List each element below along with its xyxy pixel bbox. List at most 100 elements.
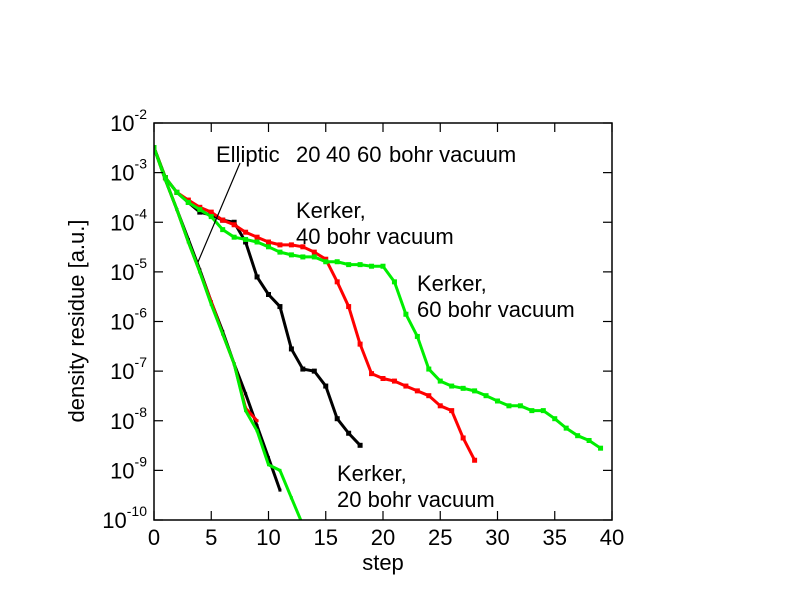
data-point	[243, 236, 249, 242]
data-point	[267, 456, 270, 460]
data-point	[369, 371, 375, 377]
data-point	[323, 259, 329, 265]
data-point	[300, 366, 306, 372]
data-point	[232, 362, 236, 366]
data-point	[563, 425, 569, 431]
data-point	[495, 398, 500, 404]
data-point	[198, 270, 202, 274]
x-tick-label: 10	[256, 525, 280, 550]
data-point	[311, 254, 317, 260]
data-point	[357, 442, 363, 448]
data-point	[357, 341, 363, 347]
data-point	[472, 457, 478, 463]
data-point	[288, 346, 294, 352]
y-tick-label: 10	[110, 409, 134, 434]
annotation: 40	[326, 142, 350, 167]
x-tick-label: 20	[371, 525, 395, 550]
data-point	[552, 416, 558, 422]
data-point	[244, 392, 248, 396]
y-tick-exponent: -3	[135, 156, 148, 172]
data-point	[311, 368, 317, 374]
data-point	[266, 244, 271, 250]
data-point	[540, 408, 546, 414]
data-point	[380, 376, 386, 382]
data-point	[175, 208, 179, 212]
data-point	[197, 209, 203, 215]
data-point	[334, 279, 340, 285]
data-point	[186, 240, 190, 244]
data-point	[311, 249, 317, 255]
data-point	[289, 496, 293, 500]
data-point	[346, 430, 352, 436]
data-point	[575, 433, 581, 439]
x-tick-label: 0	[148, 525, 160, 550]
y-tick-exponent: -8	[135, 404, 148, 420]
x-tick-label: 30	[485, 525, 509, 550]
data-point	[414, 388, 420, 394]
data-point	[266, 292, 271, 298]
annotation: bohr vacuum	[389, 142, 516, 167]
data-point	[334, 259, 340, 265]
y-tick-label: 10	[102, 508, 126, 533]
y-tick-label: 10	[110, 359, 134, 384]
data-point	[243, 229, 249, 235]
plot-area	[154, 145, 604, 520]
y-tick-exponent: -5	[135, 255, 148, 271]
data-point	[221, 332, 225, 336]
y-tick-label: 10	[110, 458, 134, 483]
data-point	[460, 435, 466, 441]
annotation: 60	[357, 142, 381, 167]
y-tick-exponent: -7	[135, 354, 148, 370]
x-tick-label: 5	[205, 525, 217, 550]
data-point	[472, 388, 478, 394]
annotation: Kerker,	[296, 198, 366, 223]
annotation: 40 bohr vacuum	[296, 224, 454, 249]
data-point	[403, 383, 409, 389]
y-tick-exponent: -2	[135, 106, 148, 122]
data-point	[346, 262, 352, 268]
x-tick-label: 25	[428, 525, 452, 550]
data-point	[529, 408, 535, 414]
y-tick-exponent: -6	[135, 305, 148, 321]
data-point	[208, 214, 214, 220]
data-point	[483, 393, 489, 399]
data-point	[244, 409, 248, 413]
y-tick-label: 10	[110, 260, 134, 285]
data-point	[288, 242, 294, 248]
data-point	[426, 393, 432, 399]
annotation: Kerker,	[417, 271, 487, 296]
data-point	[414, 333, 420, 339]
data-point	[266, 239, 271, 245]
data-point	[357, 262, 363, 268]
data-point	[220, 217, 226, 223]
data-point	[220, 227, 226, 233]
data-point	[403, 311, 409, 317]
data-point	[598, 445, 604, 451]
annotation: 20	[296, 142, 320, 167]
y-tick-exponent: -10	[127, 503, 147, 519]
data-point	[391, 378, 397, 384]
data-point	[208, 209, 214, 215]
data-point	[449, 408, 455, 414]
data-point	[517, 403, 523, 409]
y-tick-label: 10	[110, 210, 134, 235]
y-tick-exponent: -9	[135, 453, 148, 469]
annotation: Kerker,	[337, 461, 407, 486]
data-point	[231, 219, 237, 225]
data-point	[437, 378, 443, 384]
data-point	[426, 366, 432, 372]
annotation: 20 bohr vacuum	[337, 487, 495, 512]
data-point	[174, 189, 180, 195]
data-point	[437, 403, 443, 409]
pointer-line	[197, 162, 241, 263]
data-point	[255, 419, 259, 423]
data-point	[197, 207, 203, 213]
data-point	[391, 279, 397, 285]
y-tick-label: 10	[110, 111, 134, 136]
data-point	[278, 468, 282, 472]
x-axis-label: step	[362, 550, 404, 575]
y-tick-label: 10	[110, 310, 134, 335]
data-point	[231, 234, 237, 240]
